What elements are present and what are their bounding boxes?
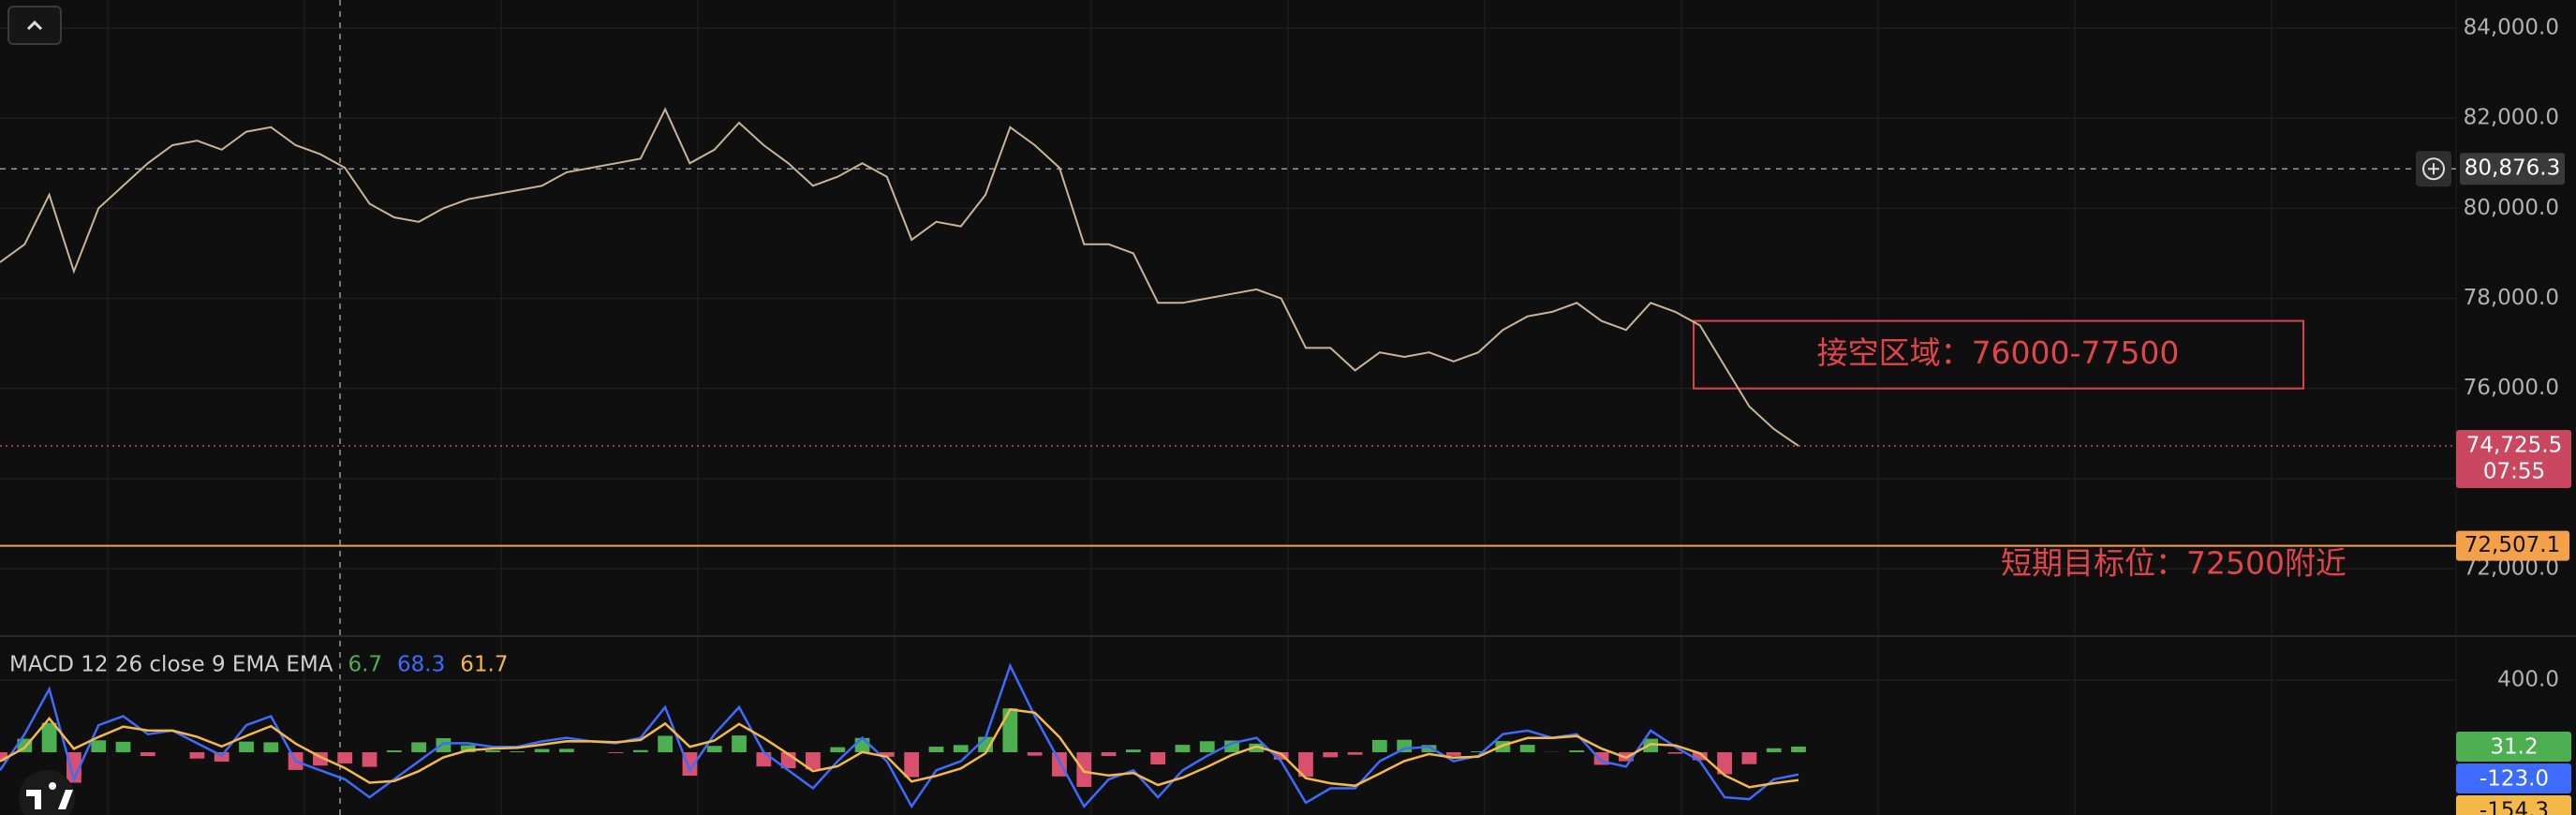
crosshair-label: 80,876.3 xyxy=(2465,156,2560,181)
last-value-box xyxy=(2456,763,2571,793)
logo xyxy=(26,782,73,809)
histogram-bar xyxy=(1125,749,1141,752)
target-label: 72,507.1 xyxy=(2465,533,2560,557)
histogram-bar xyxy=(1791,746,1806,752)
histogram-bar xyxy=(1717,751,1732,775)
histogram-bar xyxy=(559,748,574,752)
last-value-label: 31.2 xyxy=(2490,734,2538,759)
histogram-bar xyxy=(928,747,944,752)
plus-icon xyxy=(2428,163,2439,175)
histogram-bar xyxy=(485,750,500,752)
crosshair-box xyxy=(2460,153,2565,185)
histogram-bar xyxy=(1667,751,1683,754)
histogram-bar xyxy=(830,747,846,752)
histogram-bar xyxy=(1519,745,1535,752)
indicator-title: MACD 12 26 close 9 EMA EMA xyxy=(9,653,333,677)
histogram-bar xyxy=(1421,745,1437,752)
histogram-bar xyxy=(1643,738,1659,752)
last-price-box xyxy=(2456,429,2571,488)
target-box xyxy=(2456,530,2569,561)
histogram-bar xyxy=(706,746,722,752)
histogram-bar xyxy=(1371,739,1387,752)
histogram-bar xyxy=(189,751,205,759)
last-price-label: 74,725.5 xyxy=(2466,433,2562,457)
annotation-text: 接空区域：76000-77500 xyxy=(1817,334,2180,371)
macd-line xyxy=(0,708,1799,789)
histogram-bar xyxy=(1076,751,1092,787)
histogram-bar xyxy=(1471,751,1486,752)
annotation-text: 短期目标位：72500附近 xyxy=(2001,545,2347,582)
histogram-bar xyxy=(1323,751,1339,758)
macd-line xyxy=(0,662,1799,809)
histogram-bar xyxy=(115,741,131,752)
histogram-bar xyxy=(1692,751,1708,761)
last-value-box xyxy=(2456,731,2571,762)
histogram-bar xyxy=(411,742,427,752)
y-tick-label: 400.0 xyxy=(2497,667,2559,691)
price-line xyxy=(0,107,1799,447)
last-value-box xyxy=(2456,794,2571,815)
histogram-bar xyxy=(436,737,452,752)
histogram-bar xyxy=(854,737,870,752)
histogram-bar xyxy=(1766,748,1782,752)
plus-icon xyxy=(2422,157,2445,181)
histogram-bar xyxy=(732,735,747,752)
histogram-bar xyxy=(362,751,378,767)
histogram-bar xyxy=(1249,743,1265,752)
histogram-bar xyxy=(904,751,920,778)
histogram-bar xyxy=(1002,708,1018,752)
histogram-bar xyxy=(1150,751,1166,765)
chevron-up xyxy=(26,20,43,31)
histogram-bar xyxy=(67,751,81,783)
histogram-bar xyxy=(806,751,821,770)
legend-value: 61.7 xyxy=(460,653,508,677)
histogram-bar xyxy=(263,742,279,752)
histogram-bar xyxy=(1199,741,1215,752)
histogram-bar xyxy=(658,735,674,752)
histogram-bar xyxy=(337,751,353,763)
y-tick-label: 82,000.0 xyxy=(2464,106,2559,130)
histogram-bar xyxy=(1741,751,1757,764)
histogram-bar xyxy=(1101,751,1117,757)
legend-value: 6.7 xyxy=(348,653,382,677)
y-tick-label: 80,000.0 xyxy=(2464,196,2559,220)
y-tick-label: 76,000.0 xyxy=(2464,376,2559,400)
histogram-bar xyxy=(460,745,476,752)
histogram-bar xyxy=(632,749,648,752)
short-zone-box xyxy=(1693,319,2304,390)
histogram-bar xyxy=(608,751,624,753)
histogram-bar xyxy=(386,750,402,752)
y-tick-label: 78,000.0 xyxy=(2464,286,2559,310)
histogram-bar xyxy=(879,751,895,757)
y-tick-label: 84,000.0 xyxy=(2464,16,2559,40)
histogram-bar xyxy=(756,751,772,767)
histogram-bar xyxy=(1298,751,1313,778)
countdown-label: 07:55 xyxy=(2483,459,2545,483)
histogram-bar xyxy=(0,751,7,762)
histogram-bar xyxy=(140,751,155,757)
last-value-label: -154.3 xyxy=(2480,798,2549,815)
histogram-bar xyxy=(510,751,526,752)
histogram-bar xyxy=(1175,745,1191,752)
last-value-label: -123.0 xyxy=(2480,766,2549,791)
collapse-button[interactable] xyxy=(7,6,62,45)
histogram-bar xyxy=(239,741,254,752)
histogram-bar xyxy=(1569,750,1585,752)
histogram-bar xyxy=(953,745,969,752)
histogram-bar xyxy=(1273,751,1289,760)
legend-value: 68.3 xyxy=(397,653,445,677)
histogram-bar xyxy=(1027,751,1043,756)
histogram-bar xyxy=(41,722,57,752)
histogram-bar xyxy=(534,748,550,752)
histogram-bar xyxy=(1445,751,1461,756)
histogram-bar xyxy=(91,740,107,752)
histogram-bar xyxy=(1347,751,1363,755)
